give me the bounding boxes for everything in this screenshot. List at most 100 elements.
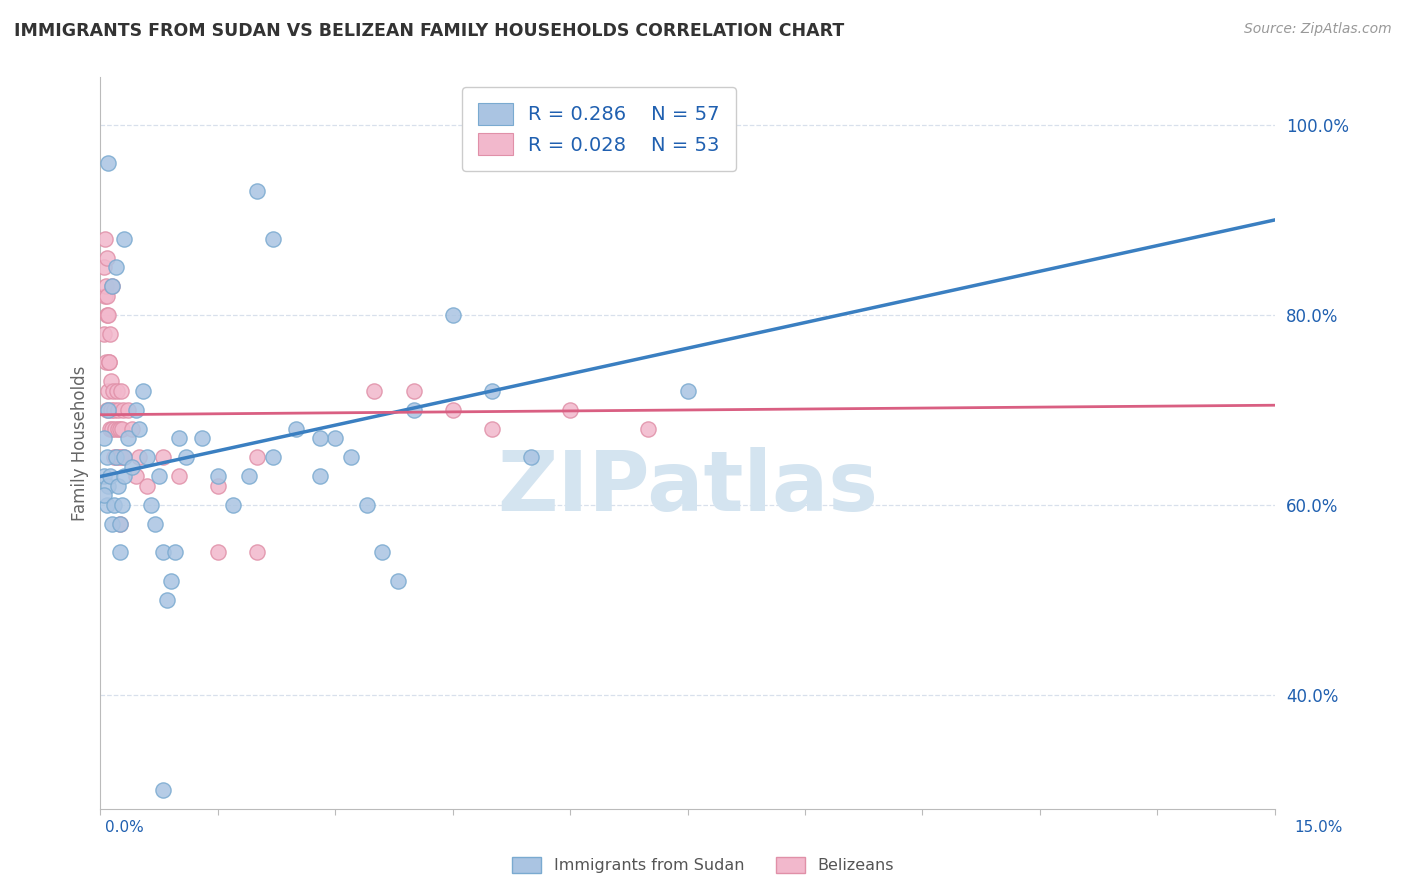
Point [100, 375, 122, 389]
Text: ZIPatlas: ZIPatlas [498, 447, 877, 527]
Point [98, 326, 121, 341]
Point [103, 450, 125, 465]
Point [152, 545, 174, 559]
Point [108, 545, 131, 559]
Point [96, 251, 118, 265]
Point [111, 422, 134, 436]
Point [676, 384, 699, 398]
Point [101, 422, 124, 436]
Point [441, 403, 464, 417]
Point [108, 450, 131, 465]
Point [107, 422, 129, 436]
Point [132, 384, 155, 398]
Point [207, 469, 229, 483]
Point [402, 403, 425, 417]
Point [103, 498, 125, 512]
Point [97, 156, 120, 170]
Point [163, 545, 186, 559]
Point [101, 384, 124, 398]
Point [97, 355, 120, 369]
Point [117, 403, 139, 417]
Point [323, 432, 346, 446]
Point [637, 422, 659, 436]
Point [101, 279, 124, 293]
Point [97, 384, 120, 398]
Y-axis label: Family Households: Family Households [72, 366, 89, 521]
Point [246, 450, 269, 465]
Point [110, 450, 132, 465]
Point [103, 403, 125, 417]
Point [101, 279, 124, 293]
Point [107, 479, 129, 493]
Text: 0.0%: 0.0% [105, 821, 145, 835]
Point [152, 450, 174, 465]
Point [105, 384, 128, 398]
Point [176, 450, 198, 465]
Point [387, 574, 409, 588]
Point [112, 469, 135, 483]
Point [101, 516, 124, 531]
Point [108, 516, 131, 531]
Point [167, 469, 190, 483]
Point [520, 450, 543, 465]
Point [96, 403, 118, 417]
Point [93, 326, 115, 341]
Legend: R = 0.286    N = 57, R = 0.028    N = 53: R = 0.286 N = 57, R = 0.028 N = 53 [463, 87, 735, 171]
Point [94, 232, 117, 246]
Point [97, 355, 120, 369]
Point [98, 422, 121, 436]
Point [152, 783, 174, 797]
Point [363, 384, 385, 398]
Point [191, 432, 214, 446]
Point [107, 403, 129, 417]
Point [121, 422, 143, 436]
Point [96, 308, 118, 322]
Point [105, 450, 128, 465]
Point [285, 422, 308, 436]
Point [97, 479, 120, 493]
Point [136, 450, 159, 465]
Point [98, 469, 121, 483]
Point [112, 450, 135, 465]
Point [121, 460, 143, 475]
Point [94, 279, 117, 293]
Point [246, 545, 269, 559]
Point [262, 450, 284, 465]
Point [124, 469, 146, 483]
Point [96, 450, 118, 465]
Point [441, 308, 464, 322]
Point [94, 289, 117, 303]
Text: IMMIGRANTS FROM SUDAN VS BELIZEAN FAMILY HOUSEHOLDS CORRELATION CHART: IMMIGRANTS FROM SUDAN VS BELIZEAN FAMILY… [14, 22, 845, 40]
Point [97, 403, 120, 417]
Legend: Immigrants from Sudan, Belizeans: Immigrants from Sudan, Belizeans [506, 850, 900, 880]
Point [371, 545, 394, 559]
Point [94, 355, 117, 369]
Point [104, 422, 127, 436]
Point [262, 232, 284, 246]
Point [112, 450, 135, 465]
Point [100, 403, 122, 417]
Point [143, 516, 166, 531]
Point [136, 479, 159, 493]
Point [558, 403, 581, 417]
Point [402, 384, 425, 398]
Point [207, 545, 229, 559]
Point [207, 479, 229, 493]
Point [96, 289, 118, 303]
Point [340, 450, 363, 465]
Point [156, 593, 179, 607]
Point [112, 232, 135, 246]
Point [97, 308, 120, 322]
Point [308, 469, 330, 483]
Point [167, 432, 190, 446]
Point [105, 260, 128, 275]
Point [108, 422, 131, 436]
Point [93, 469, 115, 483]
Point [128, 450, 150, 465]
Point [105, 450, 128, 465]
Point [108, 516, 131, 531]
Point [481, 422, 503, 436]
Point [112, 403, 135, 417]
Point [128, 422, 150, 436]
Point [308, 432, 330, 446]
